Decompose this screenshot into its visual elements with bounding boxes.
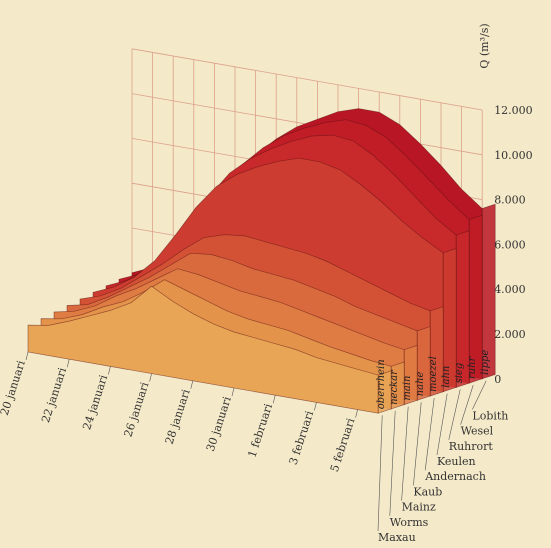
- river-label-lippe: lippe: [480, 350, 491, 375]
- y-tick-label: 0: [494, 373, 501, 386]
- river-label-sieg: sieg: [454, 363, 465, 384]
- x-tick: [355, 409, 358, 418]
- x-tick: [25, 351, 29, 361]
- x-tick: [66, 359, 70, 368]
- station-leader: [413, 402, 422, 486]
- x-tick-label: 1 februari: [245, 402, 275, 460]
- y-axis-label: Q (m³/s): [478, 23, 491, 68]
- river-label-lahn: lahn: [441, 366, 452, 388]
- station-leader: [377, 415, 383, 532]
- y-tick-label: 2.000: [494, 328, 526, 341]
- station-leader: [401, 406, 409, 501]
- river-labels: oberrhein neckar main nahe moezel lahn sieg ruh…: [376, 350, 491, 410]
- station-label-keulen: Keulen: [437, 455, 476, 468]
- x-tick: [314, 402, 317, 411]
- station-label-ruhrort: Ruhrort: [449, 440, 494, 453]
- x-tick-label: 26 januari: [121, 380, 151, 439]
- y-tick-label: 6.000: [494, 238, 526, 251]
- station-label-worms: Worms: [390, 516, 429, 529]
- flow-layers: [27, 108, 496, 414]
- x-tick-label: 30 januari: [204, 394, 234, 453]
- y-axis: Q (m³/s) 0 2.000 4.000 6.000 8.000 10.000 12.0…: [478, 23, 533, 385]
- x-tick: [108, 366, 111, 375]
- x-tick: [149, 373, 152, 382]
- y-tick-label: 12.000: [494, 104, 533, 117]
- station-leader: [460, 385, 474, 425]
- station-label-maxau: Maxau: [378, 531, 416, 544]
- station-leader: [472, 380, 487, 410]
- station-labels: Maxau Worms Mainz Kaub Andernach Keulen Ruhror…: [377, 380, 508, 544]
- x-tick: [190, 380, 194, 389]
- x-tick: [272, 395, 276, 404]
- station-label-mainz: Mainz: [402, 501, 436, 514]
- station-label-andernach: Andernach: [424, 470, 486, 483]
- grid-horizontal: [131, 48, 483, 111]
- station-label-wesel: Wesel: [461, 425, 494, 438]
- x-tick-label: 3 februari: [287, 409, 317, 467]
- x-tick-label: 20 januari: [0, 358, 28, 417]
- x-tick-label: 28 januari: [163, 387, 193, 446]
- station-label-kaub: Kaub: [413, 485, 442, 498]
- layer-side-oberrhein: [377, 370, 392, 414]
- x-tick-label: 5 februari: [328, 416, 358, 474]
- layer-oberrhein: [27, 285, 379, 414]
- y-tick-label: 4.000: [494, 283, 526, 296]
- y-tick-label: 8.000: [494, 194, 526, 207]
- river-label-nahe: nahe: [415, 371, 426, 396]
- river-label-main: main: [402, 376, 413, 401]
- river-label-ruhr: ruhr: [467, 355, 478, 379]
- layer-side-lahn: [442, 248, 457, 393]
- station-leader: [424, 397, 435, 471]
- x-tick-label: 22 januari: [39, 366, 69, 425]
- x-tick: [231, 387, 235, 397]
- station-leader: [389, 410, 396, 516]
- x-tick-label: 24 januari: [80, 373, 110, 432]
- river-label-neckar: neckar: [389, 369, 400, 405]
- river-label-oberrhein: oberrhein: [376, 359, 387, 409]
- station-leader: [448, 389, 461, 440]
- station-label-lobith: Lobith: [472, 409, 508, 422]
- river-label-moezel: moezel: [428, 356, 439, 392]
- station-leader: [436, 393, 448, 456]
- y-tick-label: 10.000: [494, 149, 533, 162]
